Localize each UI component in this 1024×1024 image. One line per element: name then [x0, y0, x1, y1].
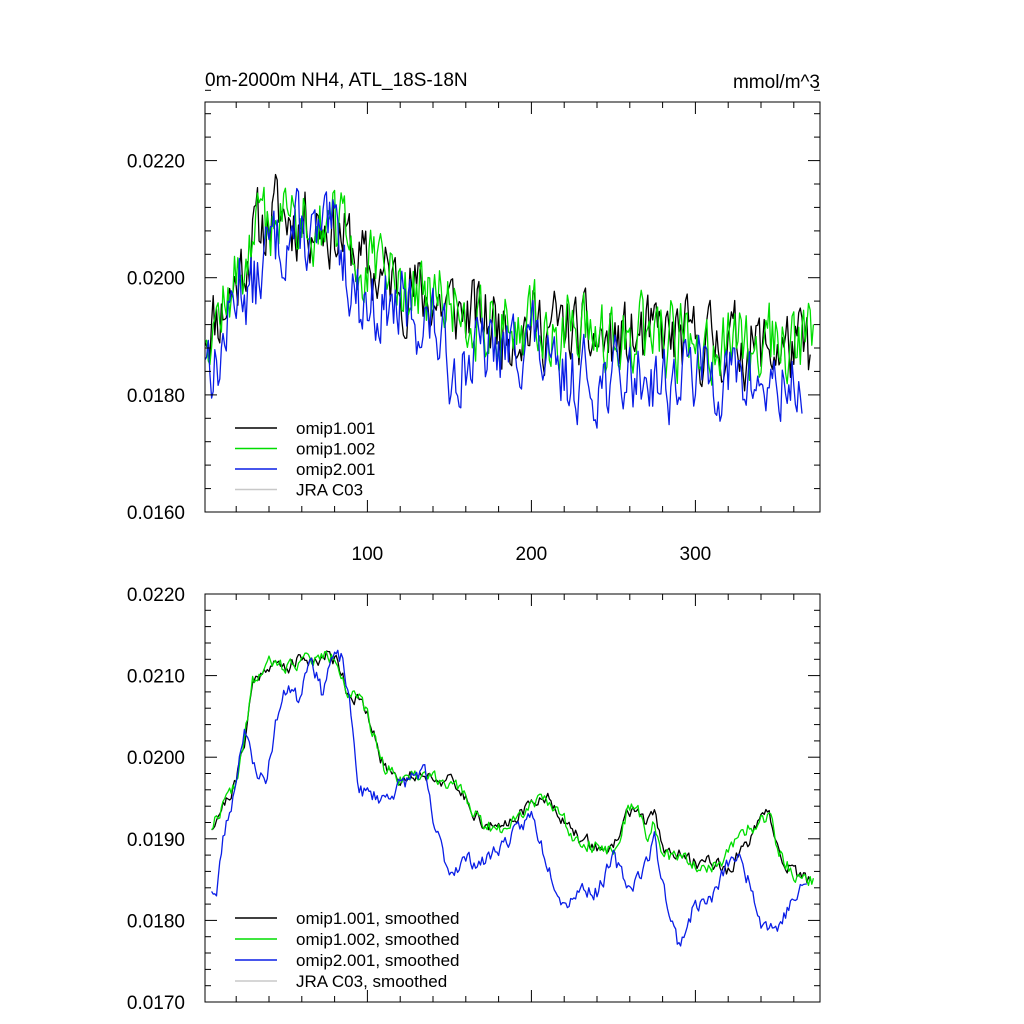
x-tick-label: 200 [516, 544, 548, 565]
y-tick-label: 0.0220 [127, 585, 185, 606]
y-tick-label: 0.0200 [127, 269, 185, 290]
y-tick-label: 0.0200 [127, 748, 185, 769]
units-label: mmol/m^3 [733, 72, 820, 93]
y-tick-label: 0.0170 [127, 993, 185, 1014]
y-tick-label: 0.0180 [127, 386, 185, 407]
x-tick-label: 100 [352, 544, 384, 565]
legend-label-3: omip2.001, smoothed [296, 951, 460, 970]
legend-label-4: JRA C03, smoothed [296, 972, 447, 991]
legend-label-4: JRA C03 [296, 481, 363, 500]
plot-frame [204, 593, 821, 1003]
y-tick-label: 0.0210 [127, 667, 185, 688]
legend-label-1: omip1.001 [296, 419, 375, 438]
x-tick-label: 300 [680, 544, 712, 565]
y-tick-label: 0.0190 [127, 830, 185, 851]
chart-panel-2: 0.0170 0.0180 0.0190 0.0200 0.0210 0.0220 omip… [127, 585, 821, 1014]
y-tick-label: 0.0160 [127, 503, 185, 524]
y-tick-label: 0.0180 [127, 911, 185, 932]
legend-label-1: omip1.001, smoothed [296, 909, 460, 928]
y-tick-label: 0.0220 [127, 152, 185, 173]
series-line-3 [205, 187, 803, 429]
chart-panel-1: 0.0160 0.0180 0.0200 0.0220 100 200 300 0m-2000… [127, 70, 821, 565]
legend-label-3: omip2.001 [296, 460, 375, 479]
axis-ticks [205, 593, 820, 1003]
legend-label-2: omip1.002, smoothed [296, 930, 460, 949]
plot-frame [204, 101, 821, 513]
series-line-1 [211, 650, 811, 884]
series-lines [205, 173, 815, 429]
chart-title: 0m-2000m NH4, ATL_18S-18N [205, 70, 468, 91]
series-line-2 [211, 651, 815, 887]
series-line-3 [211, 649, 807, 947]
legend-label-2: omip1.002 [296, 440, 375, 459]
series-lines [211, 649, 815, 947]
legend: omip1.001, smoothed omip1.002, smoothed om… [235, 909, 460, 991]
axis-ticks [205, 89, 820, 513]
